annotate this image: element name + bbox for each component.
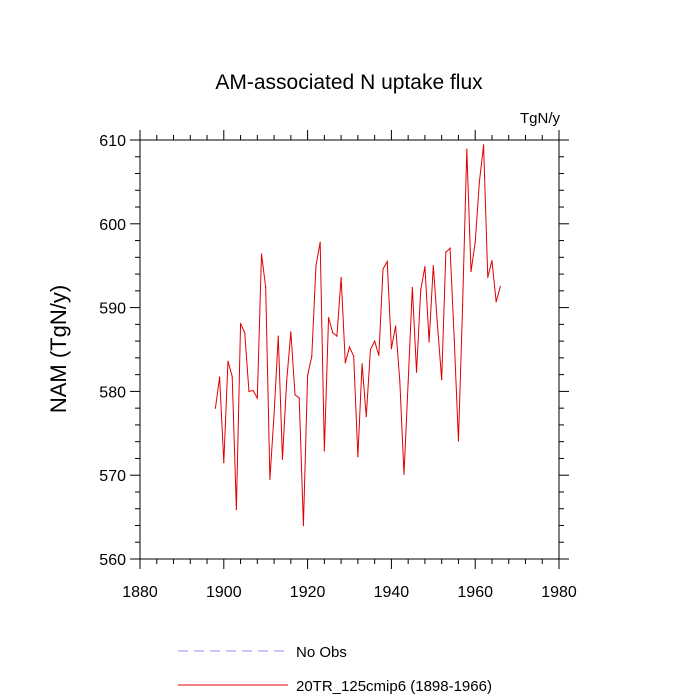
data-point (441, 379, 443, 381)
data-point (487, 276, 489, 279)
data-point (361, 363, 363, 365)
data-point (248, 390, 250, 392)
data-point (302, 524, 305, 527)
data-point (256, 397, 258, 399)
x-tick-label: 1980 (541, 584, 577, 601)
data-point (449, 247, 451, 249)
data-point (428, 341, 430, 343)
data-point (378, 354, 380, 356)
units-label: TgN/y (520, 110, 561, 127)
data-point (239, 322, 242, 325)
data-point (411, 286, 413, 289)
data-point (290, 331, 292, 333)
data-point (365, 415, 367, 418)
data-point (478, 181, 480, 183)
data-point (315, 265, 317, 267)
data-point (457, 440, 460, 442)
data-point (244, 332, 246, 334)
y-tick-label: 570 (99, 468, 126, 485)
data-point (348, 346, 351, 348)
data-point (424, 265, 426, 268)
data-point (277, 335, 279, 337)
x-tick-label: 1900 (206, 584, 242, 601)
data-point (491, 260, 493, 262)
data-point (344, 362, 346, 364)
data-point (223, 462, 225, 464)
data-point (298, 397, 300, 399)
data-point (374, 340, 376, 342)
data-point (407, 381, 409, 383)
data-point (495, 301, 497, 303)
data-point (294, 394, 296, 396)
data-point (382, 268, 384, 270)
data-point (231, 375, 233, 377)
data-point (415, 371, 418, 373)
x-tick-label: 1920 (290, 584, 326, 601)
series-line-1 (214, 144, 501, 526)
data-point (369, 348, 372, 351)
data-point (336, 335, 338, 337)
y-tick-label: 590 (99, 301, 126, 318)
data-point (386, 260, 388, 263)
data-point (420, 289, 422, 291)
x-tick-label: 1940 (374, 584, 410, 601)
y-tick-label: 560 (99, 552, 126, 569)
data-point (260, 253, 263, 255)
data-point (332, 332, 334, 334)
data-point (281, 458, 284, 460)
legend-label-20tr: 20TR_125cmip6 (1898-1966) (296, 678, 492, 695)
data-point (273, 413, 275, 415)
x-axis: 1880 1900 1920 1940 1960 1980 (122, 130, 577, 601)
chart-title: AM-associated N uptake flux (215, 71, 483, 94)
data-point (453, 338, 455, 341)
data-point (466, 148, 468, 150)
data-point (462, 303, 464, 305)
data-point (470, 270, 472, 273)
data-point (265, 286, 267, 289)
y-tick-label: 610 (99, 133, 126, 150)
data-point (482, 144, 485, 146)
data-point (403, 473, 405, 475)
data-point (394, 325, 397, 327)
data-point (327, 317, 330, 319)
y-tick-label: 580 (99, 384, 126, 401)
data-point (286, 380, 288, 382)
x-tick-label: 1880 (122, 584, 158, 601)
data-point (235, 508, 237, 511)
legend-label-no-obs: No Obs (296, 644, 347, 661)
data-point (252, 389, 254, 392)
data-point (399, 379, 401, 382)
data-point (214, 407, 217, 409)
data-point (474, 241, 476, 243)
y-tick-label: 600 (99, 217, 126, 234)
data-point (390, 348, 392, 350)
data-point (323, 450, 325, 452)
series-layer (214, 144, 501, 527)
legend: No Obs 20TR_125cmip6 (1898-1966) (178, 644, 492, 695)
y-axis: 560 570 580 590 600 610 (99, 133, 569, 569)
plot-frame (139, 139, 560, 560)
data-point (340, 276, 342, 279)
data-point (307, 374, 309, 377)
data-point (219, 376, 221, 378)
data-point (445, 251, 447, 253)
y-axis-label: NAM (TgN/y) (46, 285, 71, 413)
x-tick-label: 1960 (457, 584, 493, 601)
data-point (499, 286, 501, 288)
data-point (432, 265, 434, 267)
data-point (269, 478, 271, 480)
data-point (353, 355, 355, 357)
data-point (227, 360, 229, 362)
data-point (311, 355, 313, 357)
data-point (357, 456, 359, 458)
data-point (436, 324, 439, 326)
data-point (319, 241, 321, 243)
